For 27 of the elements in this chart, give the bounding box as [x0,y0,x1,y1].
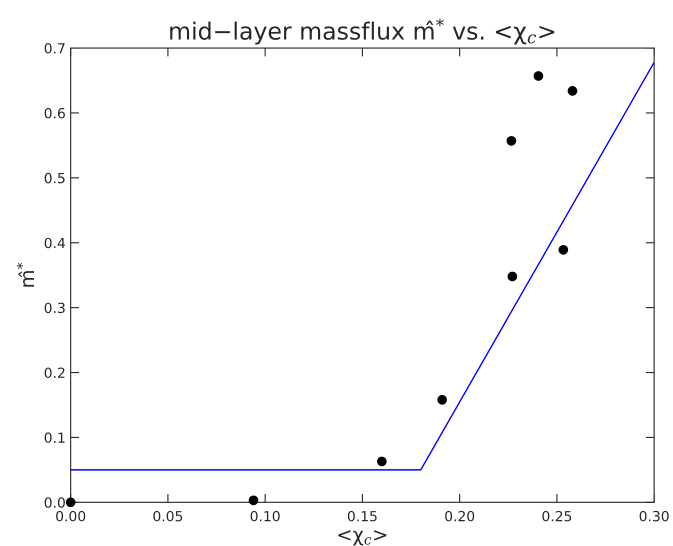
y-tick-label: 0.2 [44,367,64,378]
chart-title: mid−layer massflux m̂$^{*}$ vs. <χ$_{c}$> [170,18,554,44]
x-tick-label: 0.25 [542,510,572,522]
point [508,272,518,282]
y-axis-title: m̂$^{*}$ [16,262,34,287]
x-tick-label: 0.20 [445,510,474,522]
y-tick-label: 0.6 [44,108,65,118]
point [568,86,578,96]
point [506,136,516,146]
y-tick-label: 0.7 [44,43,65,54]
point [558,245,568,255]
y-tick-label: 0.4 [44,238,66,248]
x-tick-label: 0.15 [348,510,377,522]
x-axis-title: <χ$_{c}$> [338,530,386,546]
x-tick-label: 0.30 [640,510,669,522]
point [377,456,387,466]
x-tick-label: 0.05 [153,510,182,522]
y-tick-label: 0.3 [44,302,65,314]
point [66,497,76,508]
y-tick-label: 0.0 [44,497,65,508]
y-tick-label: 0.1 [44,432,65,443]
x-tick-label: 0.00 [56,510,86,522]
point [437,394,448,405]
point [248,496,258,506]
y-tick-label: 0.5 [44,172,65,184]
x-tick-label: 0.10 [250,510,280,522]
point [534,71,544,81]
